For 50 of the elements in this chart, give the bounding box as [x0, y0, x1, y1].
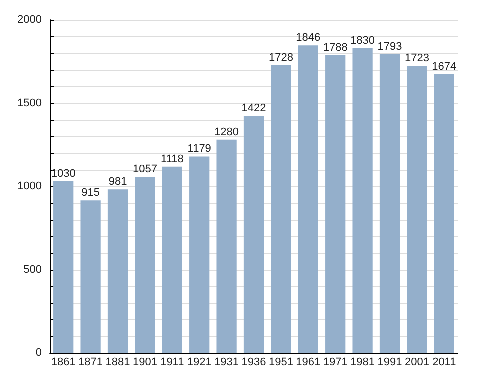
- x-tick-label: 2011: [432, 356, 456, 368]
- bar: [244, 116, 264, 353]
- bar: [190, 156, 210, 353]
- bar: [380, 54, 400, 353]
- x-tick-label: 1881: [106, 356, 130, 368]
- x-tick-label: 2001: [404, 356, 430, 368]
- y-tick-label: 1500: [18, 97, 42, 110]
- x-tick-label: 1901: [132, 356, 158, 368]
- data-label: 1280: [214, 126, 240, 138]
- bar: [434, 74, 454, 353]
- x-tick-label: 1871: [78, 356, 104, 368]
- x-tick-label: 1921: [187, 356, 212, 368]
- data-label: 981: [108, 176, 128, 188]
- data-label: 1674: [432, 60, 457, 73]
- bar: [80, 200, 101, 353]
- bar: [54, 182, 74, 353]
- bar: [216, 140, 237, 353]
- x-tick-label: 1951: [268, 356, 294, 368]
- bar: [326, 55, 346, 353]
- data-label: 1830: [350, 34, 376, 47]
- data-label: 1030: [51, 168, 76, 180]
- y-tick-label: 0: [36, 347, 42, 359]
- x-tick-label: 1971: [323, 356, 348, 368]
- x-tick-label: 1936: [242, 356, 266, 368]
- bar: [407, 66, 428, 353]
- y-tick-label: 1000: [18, 180, 42, 192]
- data-label: 1422: [242, 102, 266, 115]
- data-label: 1179: [188, 143, 212, 156]
- bar: [271, 65, 292, 353]
- x-tick-label: 1911: [160, 356, 184, 368]
- data-label: 1723: [404, 52, 430, 65]
- x-tick-label: 1981: [350, 356, 376, 368]
- x-tick-label: 1931: [214, 356, 240, 368]
- bar: [162, 166, 182, 353]
- data-label: 915: [82, 187, 100, 200]
- data-label: 1118: [160, 153, 184, 166]
- data-label: 1793: [378, 40, 402, 53]
- x-tick-label: 1991: [378, 356, 402, 368]
- data-label: 1728: [268, 52, 294, 64]
- data-label: 1788: [323, 42, 348, 54]
- data-label: 1846: [296, 32, 321, 44]
- bar: [135, 177, 156, 353]
- bar: [352, 48, 373, 353]
- y-tick-label: 2000: [18, 14, 42, 26]
- bar: [108, 190, 128, 353]
- y-tick-label: 500: [24, 264, 42, 276]
- bar: [298, 46, 318, 353]
- x-tick-label: 1861: [51, 356, 76, 368]
- x-tick-label: 1961: [296, 356, 321, 368]
- data-label: 1057: [132, 164, 158, 176]
